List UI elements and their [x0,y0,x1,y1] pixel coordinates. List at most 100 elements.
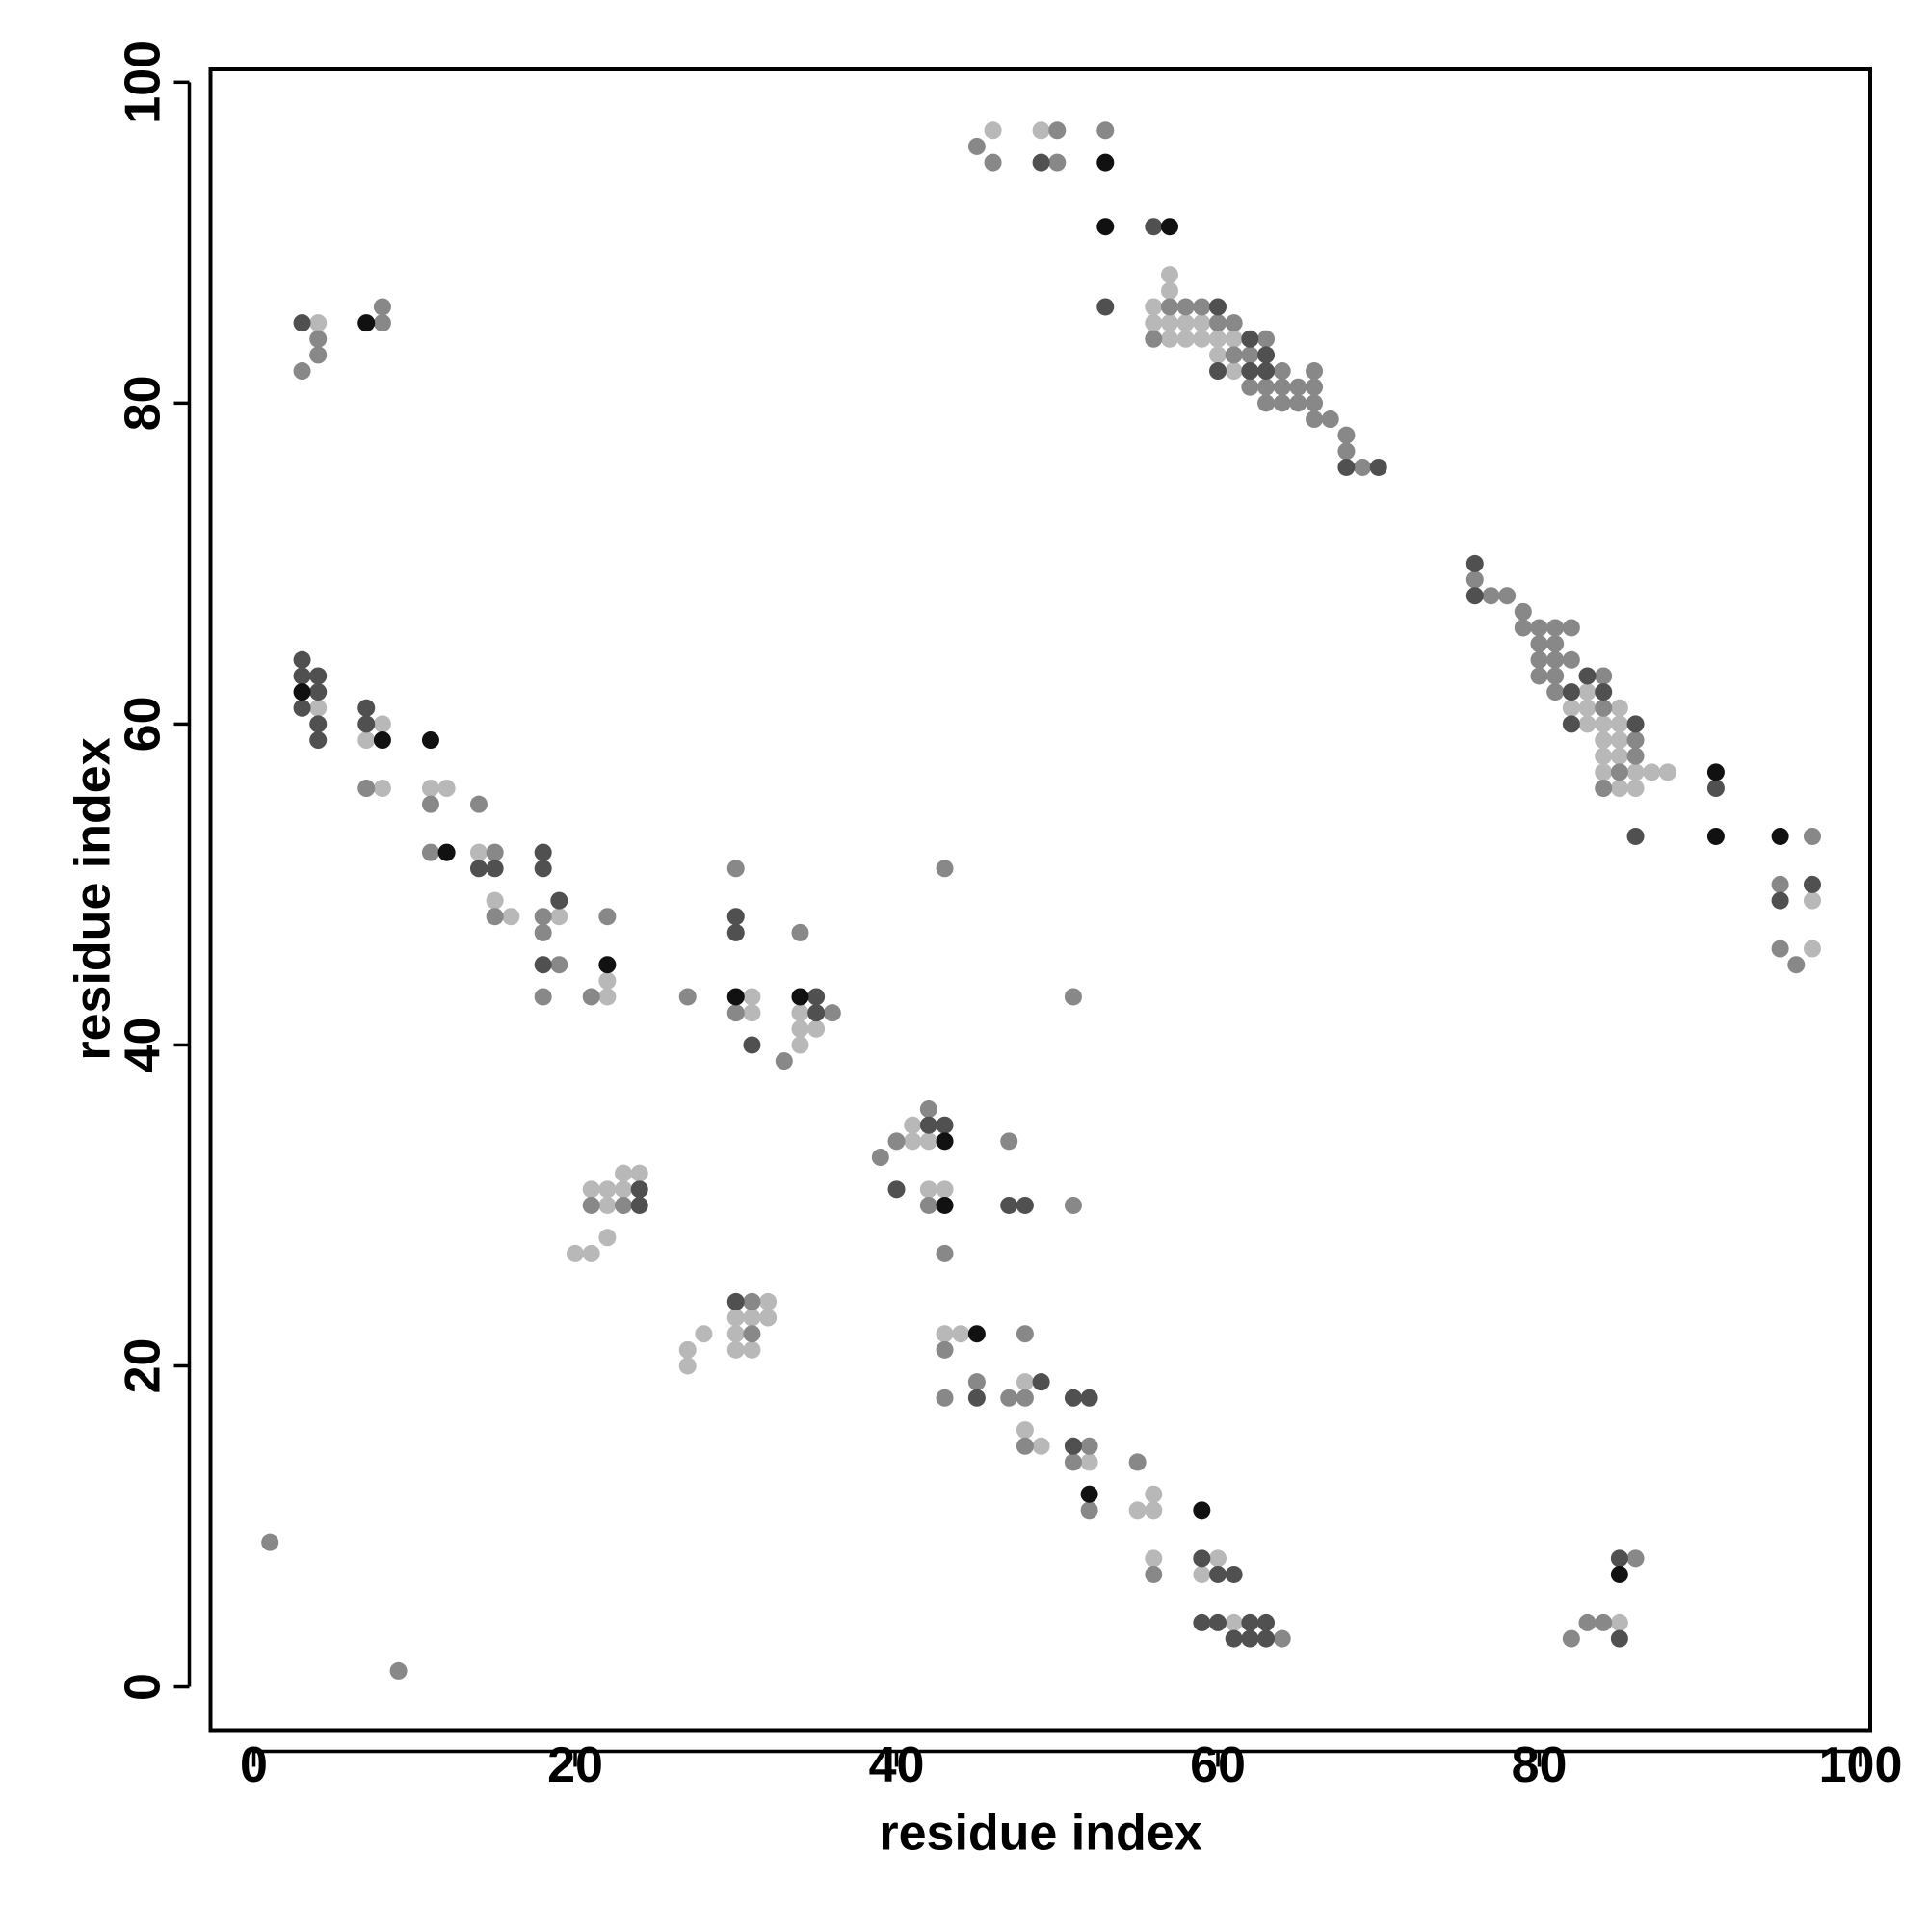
contact-point [1578,699,1597,717]
contact-point [1562,683,1580,701]
y-tick-label: 20 [116,1338,172,1394]
contact-point [1176,314,1195,332]
contact-point [1064,1437,1082,1455]
contact-point [726,1004,745,1022]
contact-point [293,650,311,669]
contact-point [1016,1389,1034,1407]
contact-point [502,908,520,926]
contact-point [1771,827,1789,845]
contact-point [1337,458,1356,476]
contact-point [726,1309,745,1327]
contact-point [486,891,504,910]
y-tick-label: 100 [116,40,172,124]
contact-point [1465,587,1484,605]
contact-point [936,1389,954,1407]
contact-point [887,1132,906,1151]
contact-point [293,699,311,717]
contact-point [936,1244,954,1262]
contact-point [534,923,552,941]
contact-point [743,1004,761,1022]
contact-point [1803,875,1821,893]
contact-point [1241,362,1259,381]
contact-point [550,891,568,910]
contact-point [1595,699,1613,717]
contact-point [582,1180,600,1199]
contact-point [469,860,488,878]
contact-point [1482,587,1500,605]
contact-point [1064,1389,1082,1407]
contact-point [1626,827,1645,845]
contact-point [1626,780,1645,798]
contact-point [309,346,328,364]
contact-point [1080,1501,1098,1520]
contact-point [469,795,488,813]
contact-point [984,153,1002,172]
contact-point [1145,1501,1163,1520]
contact-point [630,1164,648,1182]
contact-point [1032,1437,1050,1455]
contact-point [1064,988,1082,1006]
contact-point [421,843,439,861]
contact-point [1225,1629,1243,1648]
contact-point [1225,346,1243,364]
contact-point [952,1325,970,1343]
contact-point [1241,1613,1259,1631]
contact-point [791,1004,809,1022]
contact-point [1562,1629,1580,1648]
contact-point [1530,667,1548,685]
contact-point [437,843,456,861]
contact-point [1225,1613,1243,1631]
contact-point [1337,426,1356,444]
contact-point [534,908,552,926]
contact-point [743,1036,761,1054]
contact-point [598,956,617,974]
contact-point [1498,587,1517,605]
contact-point [1193,314,1211,332]
contact-point [726,1325,745,1343]
contact-point [357,731,376,750]
contact-point [534,843,552,861]
contact-point [293,683,311,701]
contact-point [309,699,328,717]
contact-point [309,667,328,685]
contact-point [1032,153,1050,172]
contact-point [678,988,697,1006]
x-tick-label: 20 [547,1737,603,1793]
contact-point [1306,362,1324,381]
contact-point [1706,763,1725,781]
contact-point [1306,394,1324,412]
contact-point [726,988,745,1006]
contact-point [534,988,552,1006]
contact-point [1096,298,1115,316]
contact-point [967,1389,986,1407]
contact-point [1610,1549,1628,1568]
contact-point [743,1309,761,1327]
contact-point [1578,1613,1597,1631]
contact-point [293,362,311,381]
contact-point [1080,1389,1098,1407]
contact-point [469,843,488,861]
contact-point [1546,635,1565,653]
contact-point [486,860,504,878]
contact-point [1080,1437,1098,1455]
contact-point [1626,1549,1645,1568]
contact-point [421,780,439,798]
contact-point [1337,442,1356,461]
contact-point [534,956,552,974]
contact-point [421,731,439,750]
contact-point [1193,1501,1211,1520]
contact-point [567,1244,585,1262]
contact-point [1145,1549,1163,1568]
contact-point [1530,619,1548,637]
contact-point [598,988,617,1006]
contact-point [550,908,568,926]
y-tick-label: 60 [116,696,172,752]
contact-point [919,1132,937,1151]
contact-point [936,1132,954,1151]
contact-point [726,923,745,941]
contact-point [1209,1613,1227,1631]
contact-point [1562,715,1580,733]
contact-point [1273,394,1291,412]
contact-point [486,843,504,861]
